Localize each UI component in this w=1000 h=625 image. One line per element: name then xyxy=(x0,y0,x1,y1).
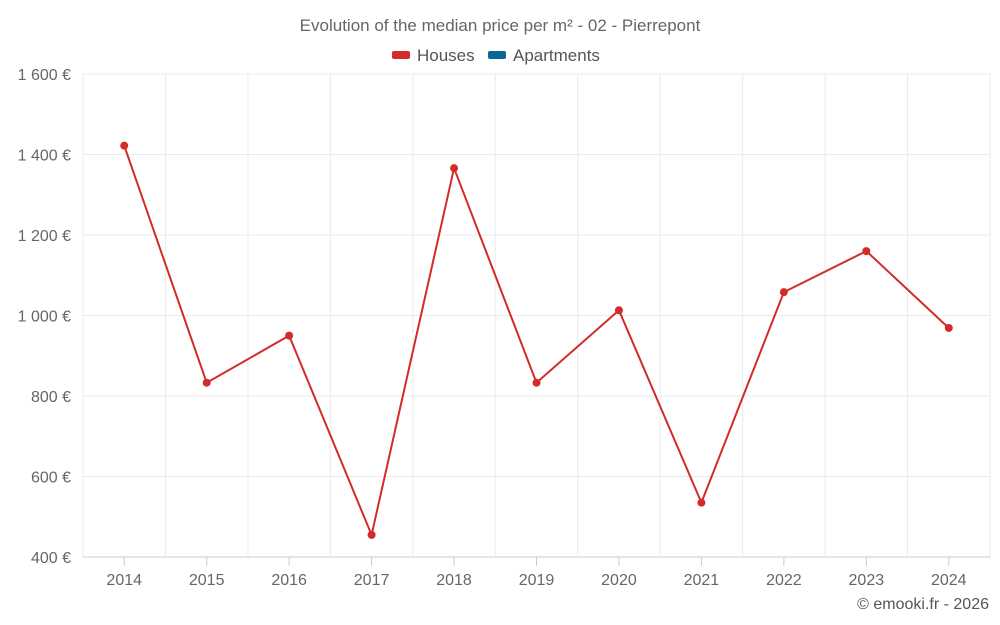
y-tick-label: 1 400 € xyxy=(18,148,71,165)
x-tick-label: 2018 xyxy=(436,572,472,589)
y-tick-label: 800 € xyxy=(31,389,71,406)
x-tick-label: 2017 xyxy=(354,572,390,589)
x-tick-label: 2021 xyxy=(684,572,720,589)
legend-label-houses: Houses xyxy=(417,46,475,65)
data-point-houses[interactable] xyxy=(862,247,871,256)
x-tick-label: 2016 xyxy=(271,572,307,589)
x-tick-label: 2022 xyxy=(766,572,802,589)
y-tick-label: 600 € xyxy=(31,470,71,487)
legend-label-apartments: Apartments xyxy=(513,46,600,65)
data-point-houses[interactable] xyxy=(697,498,706,507)
legend-swatch-apartments xyxy=(488,51,506,59)
data-point-houses[interactable] xyxy=(614,306,623,315)
legend-item-apartments[interactable]: Apartments xyxy=(488,46,600,65)
data-point-houses[interactable] xyxy=(367,530,376,539)
x-tick-label: 2023 xyxy=(849,572,885,589)
legend-swatch-houses xyxy=(392,51,410,59)
data-point-houses[interactable] xyxy=(532,378,541,387)
y-tick-label: 400 € xyxy=(31,550,71,567)
series-layer xyxy=(120,141,953,539)
x-tick-label: 2015 xyxy=(189,572,225,589)
data-point-houses[interactable] xyxy=(202,378,211,387)
grid xyxy=(82,73,991,557)
data-point-houses[interactable] xyxy=(450,164,459,173)
legend: Houses Apartments xyxy=(392,46,600,65)
data-point-houses[interactable] xyxy=(120,141,129,150)
legend-item-houses[interactable]: Houses xyxy=(392,46,475,65)
chart-title: Evolution of the median price per m² - 0… xyxy=(300,16,701,35)
data-point-houses[interactable] xyxy=(944,323,953,332)
y-tick-label: 1 200 € xyxy=(18,228,71,245)
axes: 400 € 600 € 800 € 1 000 € 1 200 € 1 400 € 1 60… xyxy=(18,67,990,589)
x-tick-label: 2014 xyxy=(106,572,142,589)
x-tick-label: 2019 xyxy=(519,572,555,589)
y-tick-label: 1 000 € xyxy=(18,309,71,326)
data-point-houses[interactable] xyxy=(779,288,788,297)
data-point-houses[interactable] xyxy=(285,331,294,340)
x-tick-label: 2024 xyxy=(931,572,967,589)
credit-text: © emooki.fr - 2026 xyxy=(857,596,989,613)
y-tick-label: 1 600 € xyxy=(18,67,71,84)
x-tick-label: 2020 xyxy=(601,572,637,589)
